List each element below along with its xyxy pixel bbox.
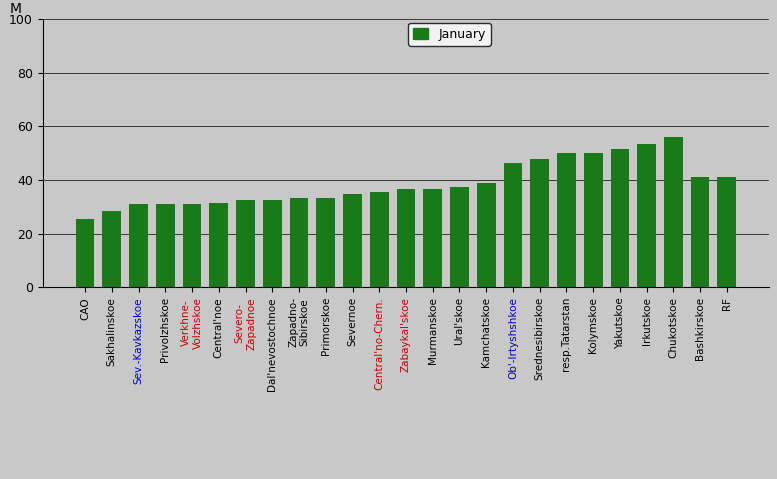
Bar [396, 190, 416, 287]
Bar [316, 197, 335, 287]
Bar [503, 163, 522, 287]
Bar [210, 203, 228, 287]
Legend: January: January [409, 23, 491, 46]
Bar [691, 177, 709, 287]
Bar [103, 211, 121, 287]
Bar [717, 177, 736, 287]
Bar [423, 190, 442, 287]
Bar [236, 200, 255, 287]
Bar [156, 204, 175, 287]
Bar [129, 204, 148, 287]
Bar [557, 153, 576, 287]
Bar [450, 187, 469, 287]
Bar [290, 197, 308, 287]
Bar [477, 183, 496, 287]
Bar [637, 144, 656, 287]
Bar [370, 192, 388, 287]
Bar [183, 204, 201, 287]
Bar [664, 137, 683, 287]
Bar [263, 200, 281, 287]
Bar [584, 153, 602, 287]
Bar [611, 149, 629, 287]
Text: M: M [10, 2, 22, 16]
Bar [531, 159, 549, 287]
Bar [76, 219, 95, 287]
Bar [343, 194, 362, 287]
